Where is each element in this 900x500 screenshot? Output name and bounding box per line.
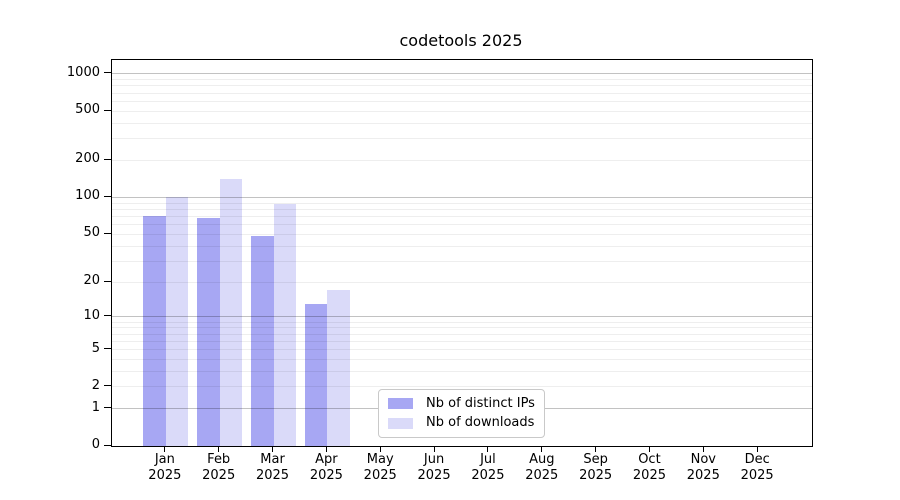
x-tick-year-label: 2025: [309, 468, 343, 483]
legend-label: Nb of distinct IPs: [426, 395, 535, 411]
x-tick-mark: [487, 446, 489, 452]
y-tick-mark: [104, 444, 111, 446]
x-tick-mark: [325, 446, 327, 452]
x-tick-label: Jan 2025: [133, 452, 197, 484]
y-tick-mark: [104, 407, 111, 409]
x-tick-mark: [756, 446, 758, 452]
y-tick-label: 0: [91, 437, 100, 452]
x-tick-year-label: 2025: [579, 468, 613, 483]
y-tick-label: 200: [75, 151, 100, 167]
x-tick-mark: [595, 446, 597, 452]
bar-downloads-apr: [327, 290, 350, 446]
x-tick-label: Jun 2025: [402, 452, 466, 484]
legend: Nb of distinct IPs Nb of downloads: [378, 389, 545, 438]
y-tick-mark: [104, 232, 111, 234]
x-tick-mark: [541, 446, 543, 452]
x-tick-year-label: 2025: [148, 468, 182, 483]
bar-distinct-ips-jan: [143, 216, 166, 446]
y-tick-label: 5: [91, 340, 100, 356]
y-tick-mark: [104, 385, 111, 387]
x-tick-mark: [379, 446, 381, 452]
legend-item-downloads: Nb of downloads: [388, 415, 535, 431]
y-tick-mark: [104, 315, 111, 317]
x-tick-label: Mar 2025: [241, 452, 305, 484]
bar-distinct-ips-feb: [197, 217, 220, 446]
x-tick-label: Nov 2025: [671, 452, 735, 484]
x-tick-year-label: 2025: [255, 468, 290, 483]
x-tick-mark: [433, 446, 435, 452]
x-tick-year-label: 2025: [686, 468, 720, 483]
y-tick-mark: [104, 72, 111, 74]
x-tick-mark: [218, 446, 220, 452]
x-tick-mark: [648, 446, 650, 452]
downloads-swatch-icon: [388, 417, 413, 429]
x-tick-year-label: 2025: [471, 468, 505, 483]
y-tick-label: 100: [75, 188, 100, 204]
x-tick-label: Apr 2025: [294, 452, 358, 484]
bar-distinct-ips-apr: [304, 303, 328, 446]
bar-downloads-jan: [165, 197, 189, 446]
x-tick-mark: [272, 446, 274, 452]
x-tick-mark: [164, 446, 166, 452]
legend-item-distinct-ips: Nb of distinct IPs: [388, 396, 535, 412]
y-tick-label: 50: [83, 225, 100, 241]
y-tick-label: 10: [83, 307, 100, 323]
y-tick-label: 500: [75, 102, 100, 118]
distinct-ips-swatch-icon: [388, 398, 413, 410]
y-tick-label: 2: [91, 377, 100, 393]
x-tick-label: Aug 2025: [510, 452, 574, 484]
x-tick-label: May 2025: [348, 452, 412, 484]
y-tick-mark: [104, 195, 111, 197]
x-tick-year-label: 2025: [525, 468, 559, 483]
x-tick-year-label: 2025: [740, 468, 774, 483]
y-tick-label: 1: [91, 399, 100, 415]
bars-layer: [112, 60, 812, 446]
x-tick-label: Feb 2025: [187, 452, 251, 484]
bar-distinct-ips-mar: [251, 236, 274, 446]
chart-title: codetools 2025: [399, 31, 523, 50]
bar-downloads-feb: [219, 179, 243, 446]
x-tick-year-label: 2025: [363, 468, 397, 483]
x-tick-year-label: 2025: [417, 468, 451, 483]
x-tick-year-label: 2025: [202, 468, 236, 483]
bar-downloads-mar: [273, 203, 297, 446]
y-tick-mark: [104, 280, 111, 282]
x-tick-label: Oct 2025: [617, 452, 681, 484]
x-tick-label: Jul 2025: [456, 452, 520, 484]
y-tick-mark: [104, 158, 111, 160]
x-tick-label: Sep 2025: [564, 452, 628, 484]
x-tick-label: Dec 2025: [725, 452, 789, 484]
y-tick-label: 20: [83, 273, 100, 289]
legend-label: Nb of downloads: [426, 415, 535, 431]
x-tick-year-label: 2025: [632, 468, 666, 483]
y-tick-mark: [104, 348, 111, 349]
y-tick-label: 1000: [66, 64, 100, 80]
x-tick-mark: [702, 446, 704, 452]
y-tick-mark: [104, 109, 111, 111]
